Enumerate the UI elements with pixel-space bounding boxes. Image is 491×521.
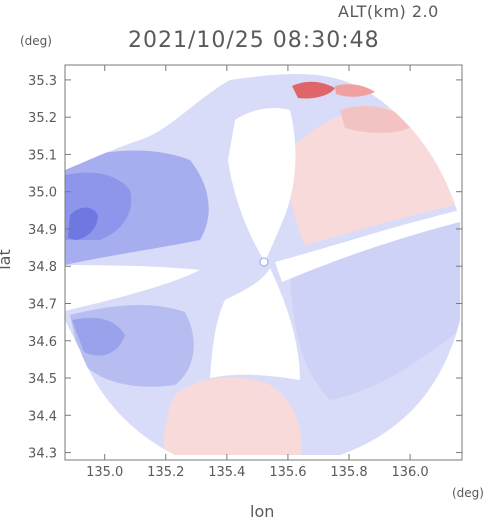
- no-data-corridor-s: [210, 268, 300, 380]
- x-axis-unit: (deg): [452, 486, 484, 500]
- y-tick-label: 35.2: [28, 111, 57, 126]
- x-tick-label: 135.6: [269, 465, 306, 480]
- y-tick-label: 35.3: [28, 74, 57, 89]
- altitude-label: ALT(km) 2.0: [338, 2, 439, 21]
- y-tick-label: 34.9: [28, 223, 57, 238]
- y-tick-label: 34.6: [28, 335, 57, 350]
- no-data-corridor-n: [228, 108, 296, 262]
- x-tick-label: 136.0: [391, 465, 428, 480]
- x-tick-label: 135.0: [86, 465, 123, 480]
- y-tick-label: 35.0: [28, 186, 57, 201]
- x-axis-label: lon: [250, 502, 275, 521]
- velocity-positive-region-ne: [288, 107, 455, 246]
- y-tick-label: 34.3: [28, 447, 57, 462]
- velocity-negative-core-sw: [72, 317, 125, 356]
- x-tick-label: 135.4: [208, 465, 245, 480]
- velocity-positive-strong-n: [292, 81, 335, 99]
- y-tick-label: 34.4: [28, 409, 57, 424]
- y-tick-label: 34.5: [28, 372, 57, 387]
- radar-field: [65, 74, 460, 456]
- x-tick-label: 135.8: [330, 465, 367, 480]
- velocity-negative-core-nw: [68, 207, 98, 240]
- y-tick-label: 34.7: [28, 297, 57, 312]
- x-tick-label: 135.2: [147, 465, 184, 480]
- axis-ticks: 135.0 135.2 135.4 135.6 135.8 136.0 34.3 34.4 34…: [28, 65, 462, 480]
- no-data-corridor-ne: [275, 210, 460, 282]
- velocity-positive-medium-ne: [340, 105, 415, 133]
- timestamp: 2021/10/25 08:30:48: [128, 28, 380, 53]
- velocity-positive-region-s: [163, 377, 302, 456]
- y-tick-label: 34.8: [28, 260, 57, 275]
- y-tick-label: 35.1: [28, 148, 57, 163]
- y-axis-unit: (deg): [20, 34, 52, 48]
- radar-site-marker: [259, 257, 269, 267]
- plot-frame: [64, 64, 463, 461]
- velocity-positive-speckle-n: [335, 84, 375, 97]
- no-data-corridor-w: [65, 265, 200, 312]
